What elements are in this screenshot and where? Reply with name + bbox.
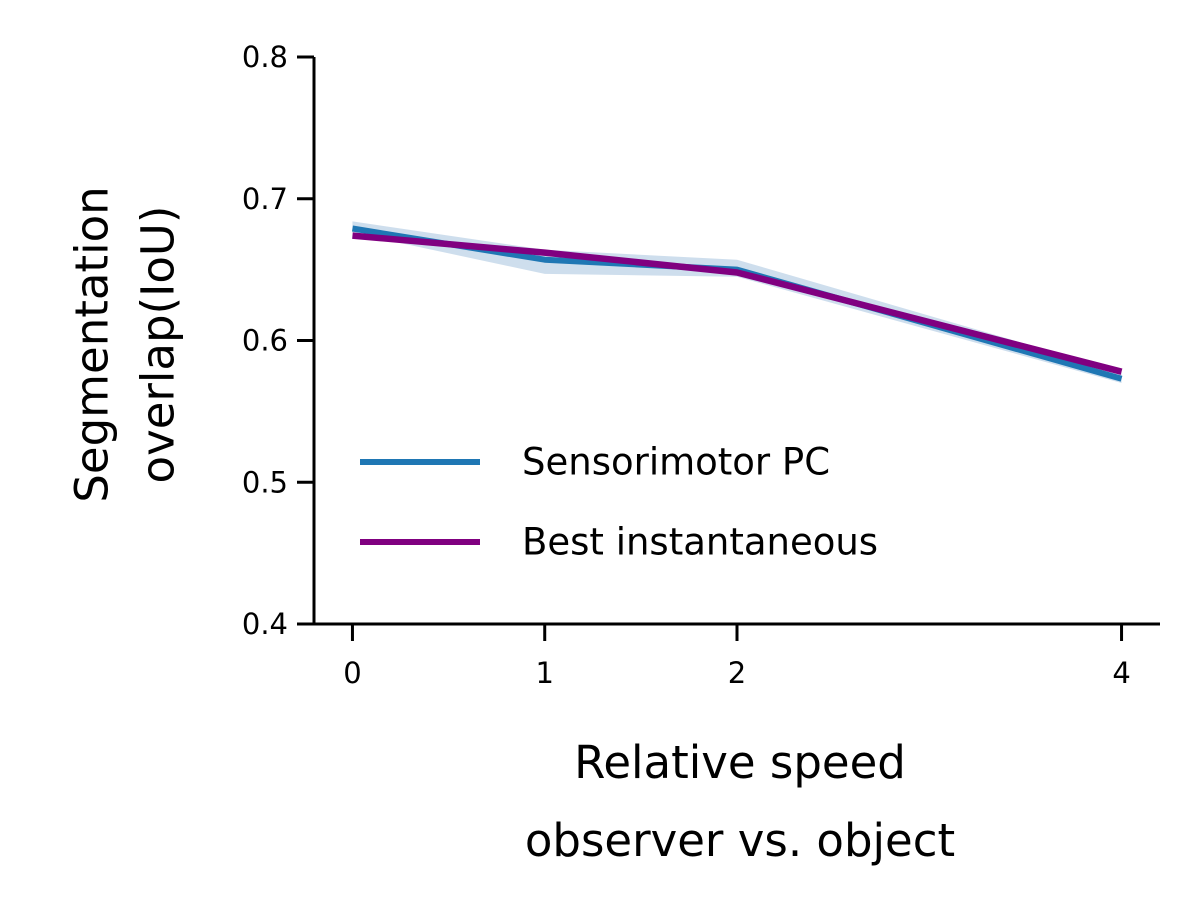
- ticks: 0.4 0.5 0.6 0.7 0.8 0 1 2 4: [242, 40, 1131, 690]
- data-point-0-1: [544, 259, 545, 260]
- axis-titles: Relative speed observer vs. object Segment…: [66, 186, 956, 867]
- y-axis-title-line-2: overlap(IoU): [132, 206, 185, 484]
- series-line-1: [352, 232, 1123, 375]
- x-axis-title-line-2: observer vs. object: [525, 814, 955, 867]
- data-point-1-3: [1121, 371, 1122, 372]
- x-tick-label: 1: [536, 656, 554, 690]
- y-tick-label: 0.5: [242, 465, 288, 499]
- y-tick-label: 0.4: [242, 607, 288, 641]
- legend-label-1: Best instantaneous: [522, 521, 878, 564]
- legend: Sensorimotor PC Best instantaneous: [360, 441, 878, 564]
- x-tick-label: 2: [728, 656, 746, 690]
- data-point-1-0: [352, 235, 353, 236]
- data-point-0-0: [352, 228, 353, 229]
- x-tick-label: 4: [1112, 656, 1130, 690]
- legend-label-0: Sensorimotor PC: [522, 441, 830, 484]
- y-tick-label: 0.6: [242, 324, 288, 358]
- y-axis-title-line-1: Segmentation: [66, 186, 119, 502]
- y-tick-label: 0.8: [242, 40, 288, 74]
- data-point-0-3: [1121, 378, 1122, 379]
- data-point-1-1: [544, 252, 545, 253]
- x-tick-label: 0: [343, 656, 361, 690]
- y-tick-label: 0.7: [242, 182, 288, 216]
- data-point-1-2: [737, 272, 738, 273]
- series-lines: [351, 225, 1123, 382]
- x-axis-title-line-1: Relative speed: [574, 736, 906, 789]
